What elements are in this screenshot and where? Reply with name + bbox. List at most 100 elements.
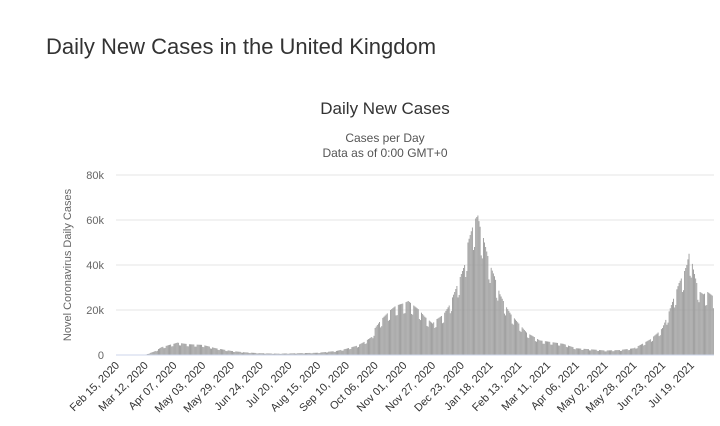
- bar: [466, 271, 468, 355]
- bar: [597, 350, 599, 355]
- bar: [237, 351, 239, 355]
- bar: [362, 342, 364, 355]
- bar: [550, 344, 552, 355]
- bar: [558, 345, 560, 355]
- bar: [445, 310, 447, 355]
- bar: [658, 336, 660, 355]
- bar: [529, 334, 531, 355]
- bar: [397, 304, 399, 355]
- bar: [311, 353, 313, 355]
- bar: [162, 346, 164, 355]
- bar: [663, 325, 665, 355]
- bar: [457, 297, 459, 355]
- bar: [195, 346, 197, 355]
- bar: [541, 340, 543, 355]
- bar: [166, 345, 168, 355]
- bar: [671, 301, 673, 355]
- bar: [572, 347, 574, 355]
- bar: [654, 335, 656, 355]
- bar: [203, 347, 205, 355]
- bar: [613, 351, 615, 355]
- bar: [232, 351, 233, 355]
- bar: [631, 348, 633, 355]
- bar: [628, 350, 630, 355]
- bar: [552, 342, 554, 355]
- bar: [595, 349, 597, 355]
- bar: [697, 299, 699, 355]
- bar: [413, 305, 415, 355]
- bar: [414, 306, 416, 355]
- bar: [248, 353, 250, 355]
- bar: [602, 350, 604, 355]
- bar: [473, 250, 474, 355]
- bar: [165, 345, 167, 355]
- bar: [614, 350, 616, 355]
- bar: [702, 294, 704, 355]
- bar: [267, 353, 269, 355]
- bar: [545, 341, 547, 355]
- bar: [235, 351, 237, 355]
- y-tick-label: 40k: [86, 260, 104, 272]
- bar: [222, 349, 224, 355]
- bar: [667, 322, 669, 355]
- bar: [176, 342, 178, 355]
- bar: [612, 351, 614, 355]
- bar: [474, 247, 476, 355]
- bar: [460, 274, 462, 355]
- bar: [247, 352, 249, 355]
- bar: [280, 353, 282, 355]
- bar: [696, 283, 698, 355]
- bar: [606, 350, 608, 355]
- bar: [625, 349, 627, 355]
- bar: [159, 348, 161, 355]
- bar: [422, 314, 424, 355]
- bar: [249, 353, 251, 355]
- bar: [647, 340, 649, 355]
- page-title: Daily New Cases in the United Kingdom: [46, 34, 437, 59]
- bar: [281, 353, 283, 355]
- bar: [636, 348, 638, 355]
- bar: [687, 259, 689, 355]
- bar: [540, 340, 542, 355]
- bar: [523, 329, 525, 355]
- bar: [372, 338, 374, 355]
- bars: [138, 215, 714, 356]
- bar: [200, 344, 201, 355]
- bar: [652, 340, 654, 355]
- bar: [282, 353, 284, 355]
- bar: [660, 329, 662, 355]
- chart-subtitle-line-1: Cases per Day: [345, 131, 424, 145]
- bar: [343, 349, 345, 355]
- bar: [559, 345, 561, 355]
- bar: [312, 352, 314, 355]
- bar: [583, 348, 585, 355]
- bar: [433, 322, 435, 355]
- bar: [275, 353, 277, 355]
- bar: [571, 346, 573, 355]
- bar: [431, 322, 432, 355]
- bar: [214, 347, 216, 355]
- bar: [425, 317, 427, 355]
- bar: [329, 351, 331, 355]
- bar: [255, 352, 257, 355]
- bar: [690, 277, 692, 355]
- bar: [402, 303, 404, 355]
- bar: [242, 352, 243, 355]
- bar: [390, 310, 392, 355]
- bar: [192, 344, 194, 355]
- bar: [695, 278, 697, 355]
- bar: [520, 331, 522, 355]
- bar: [421, 312, 422, 355]
- bar: [688, 253, 690, 355]
- bar: [155, 351, 157, 355]
- bar: [553, 342, 555, 355]
- bar: [309, 352, 311, 355]
- bar: [662, 328, 663, 355]
- bar: [435, 327, 437, 355]
- bar: [453, 294, 455, 355]
- bar: [616, 350, 618, 355]
- bar: [337, 350, 338, 355]
- bar: [526, 332, 527, 355]
- bar: [376, 325, 378, 355]
- bar: [495, 279, 497, 355]
